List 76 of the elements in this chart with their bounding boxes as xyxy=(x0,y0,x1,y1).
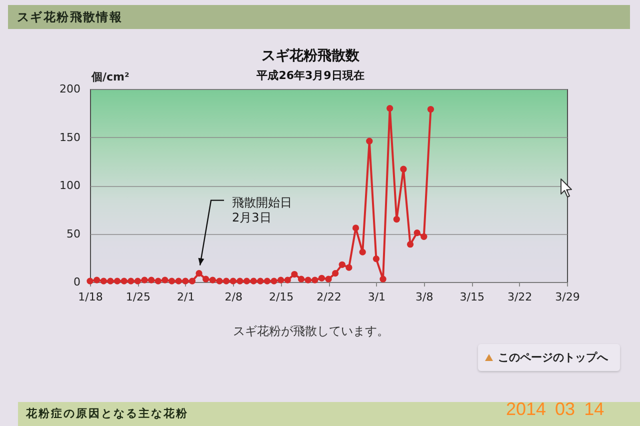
point xyxy=(93,276,100,284)
point xyxy=(284,276,291,284)
point xyxy=(243,278,250,284)
y-tick-label: 200 xyxy=(60,82,80,96)
point xyxy=(298,276,305,282)
point xyxy=(318,274,326,282)
point xyxy=(414,229,420,236)
point xyxy=(141,276,148,284)
point xyxy=(393,216,400,223)
point xyxy=(332,270,339,277)
chart-subtitle: 平成26年3月9日現在 xyxy=(256,69,364,82)
x-tick-label: 2/1 xyxy=(177,290,195,304)
point xyxy=(346,264,352,271)
point xyxy=(236,278,244,284)
point xyxy=(134,278,142,284)
point xyxy=(154,278,162,284)
point xyxy=(291,270,298,278)
point xyxy=(216,278,223,284)
point xyxy=(406,241,414,248)
x-tick-label: 3/1 xyxy=(368,290,386,304)
point xyxy=(250,278,257,284)
x-tick-label: 2/15 xyxy=(268,290,294,304)
point xyxy=(304,276,312,284)
point xyxy=(400,166,407,172)
point xyxy=(359,248,366,256)
point xyxy=(120,278,128,284)
point xyxy=(372,256,380,262)
point xyxy=(257,278,264,284)
point xyxy=(352,224,360,232)
point xyxy=(168,278,176,284)
point xyxy=(230,278,236,284)
point xyxy=(312,276,318,284)
point xyxy=(162,276,168,284)
text: 2014 03 14 xyxy=(506,399,604,419)
y-tick-label: 150 xyxy=(60,130,80,144)
page-top-button: このページのトップへ xyxy=(478,344,620,371)
x-tick-label: 3/29 xyxy=(555,290,580,304)
x-tick-label: 1/25 xyxy=(126,290,151,304)
y-axis-title: 個/cm² xyxy=(90,70,130,84)
y-tick-label: 50 xyxy=(66,227,80,240)
x-tick-label: 2/8 xyxy=(224,290,242,304)
y-tick-label: 100 xyxy=(60,179,80,192)
point xyxy=(264,278,270,284)
point xyxy=(148,276,155,284)
point xyxy=(100,278,107,284)
point xyxy=(202,276,210,282)
point xyxy=(209,276,216,284)
point xyxy=(114,278,121,284)
point xyxy=(182,278,189,284)
x-tick-label: 3/15 xyxy=(460,290,484,304)
point xyxy=(427,106,434,113)
y-tick-label: 0 xyxy=(74,276,80,288)
annotation: 飛散開始日 2月3日 xyxy=(232,195,292,224)
point xyxy=(277,276,284,284)
point xyxy=(188,278,196,284)
point xyxy=(86,278,94,284)
point xyxy=(270,278,278,284)
point xyxy=(420,233,428,240)
point xyxy=(175,278,182,284)
x-tick-label: 2/22 xyxy=(316,290,342,304)
point xyxy=(196,270,202,277)
text: 花粉症の原因となる主な花粉 xyxy=(26,407,188,420)
point xyxy=(128,278,134,284)
chart-title: スギ花粉飛散数 xyxy=(262,48,360,64)
point xyxy=(222,278,230,284)
point xyxy=(338,261,346,268)
text: スギ花粉が飛散しています。 xyxy=(233,324,389,338)
point xyxy=(325,276,332,282)
x-tick-label: 3/22 xyxy=(507,290,532,304)
text: スギ花粉飛散情報 xyxy=(17,10,123,24)
point xyxy=(386,104,394,112)
point xyxy=(366,138,373,144)
x-tick-label: 3/8 xyxy=(416,290,434,304)
point xyxy=(107,278,114,284)
point xyxy=(380,276,386,282)
x-tick-label: 1/18 xyxy=(78,290,103,304)
